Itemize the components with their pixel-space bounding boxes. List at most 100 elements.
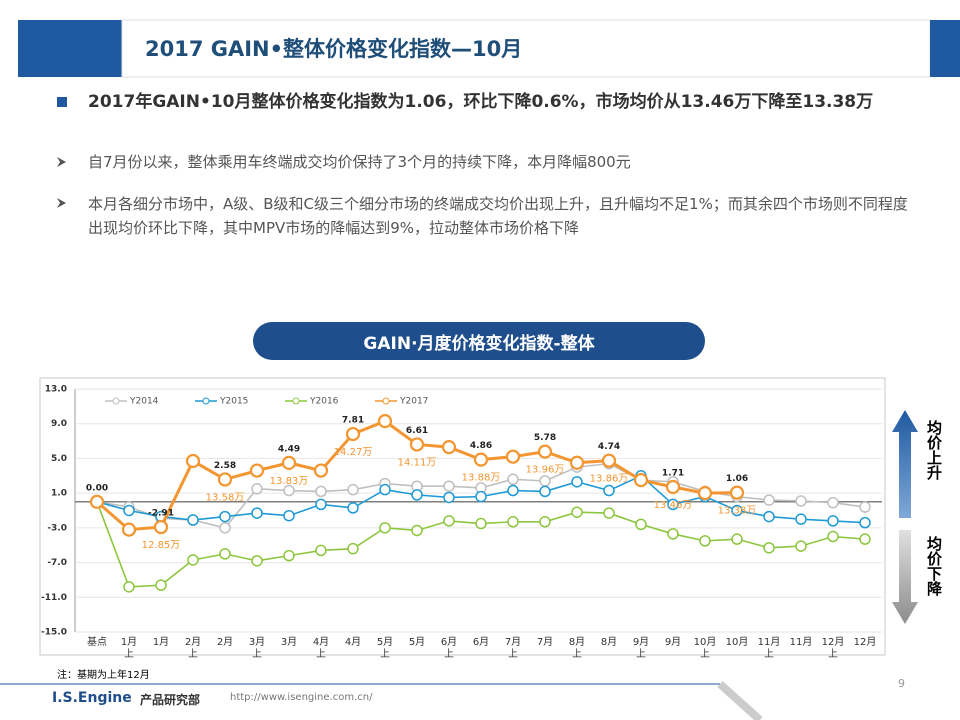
x-tick-label: 1月 [152, 637, 170, 648]
data-point [475, 490, 487, 503]
data-point [475, 517, 487, 530]
data-point [251, 483, 263, 495]
data-point [315, 544, 327, 557]
data-point [347, 502, 359, 514]
x-tick-label: 3月上 [248, 637, 266, 660]
data-point [795, 495, 807, 507]
data-point [347, 483, 359, 496]
price-label: 13.46万 [654, 500, 693, 511]
value-label: 1.06 [726, 474, 748, 484]
data-point [443, 491, 455, 504]
x-tick-label: 6月上 [440, 637, 458, 660]
data-point [539, 485, 551, 498]
data-point [89, 494, 105, 509]
price-label: 13.88万 [462, 473, 501, 484]
x-tick-label: 1月上 [120, 637, 138, 660]
y-tick-label: -7.0 [47, 558, 67, 568]
data-point [443, 515, 455, 527]
data-point [441, 440, 457, 455]
data-point [507, 484, 519, 497]
side-label: 均价下降 [925, 536, 943, 596]
data-point [859, 501, 871, 513]
side-label: 均价上升 [925, 420, 943, 480]
data-point [153, 519, 169, 535]
data-point [859, 533, 871, 545]
data-point [345, 426, 361, 442]
data-point [571, 506, 583, 518]
x-tick-label: 12月 [853, 637, 877, 648]
data-point [571, 476, 583, 488]
legend-marker [292, 397, 300, 405]
data-point [603, 484, 615, 497]
data-point [379, 522, 391, 534]
x-tick-label: 3月 [280, 637, 298, 648]
page-number: 9 [898, 677, 905, 690]
x-tick-label: 11月上 [757, 637, 781, 660]
price-label: 14.11万 [398, 457, 437, 468]
value-label: 1.71 [662, 468, 684, 478]
data-point [635, 518, 647, 531]
x-tick-label: 7月上 [504, 637, 522, 660]
data-point [443, 480, 455, 492]
x-tick-label: 8月上 [568, 637, 586, 660]
data-point [603, 507, 615, 519]
data-point [827, 496, 839, 509]
price-label: 13.38万 [718, 506, 757, 517]
data-point [251, 555, 263, 567]
y-tick-label: -15.0 [41, 628, 67, 638]
data-point [187, 514, 199, 526]
data-point [827, 515, 839, 527]
data-point [795, 540, 807, 552]
data-point [539, 475, 551, 487]
x-tick-label: 5月 [408, 637, 426, 648]
legend-label: Y2016 [309, 397, 339, 407]
data-point [155, 579, 167, 591]
legend-marker [202, 397, 210, 405]
data-point [569, 455, 585, 470]
data-point [249, 463, 265, 478]
down-arrow [892, 530, 918, 624]
data-point [763, 542, 775, 554]
x-tick-label: 6月 [472, 637, 490, 648]
data-point [251, 507, 263, 519]
bullet-arrow [57, 157, 66, 167]
data-point [409, 437, 425, 452]
value-label: 4.86 [470, 441, 492, 451]
data-point [763, 510, 775, 523]
data-point [313, 463, 329, 478]
x-tick-label: 2月 [216, 637, 234, 648]
data-point [667, 528, 679, 540]
headline: 2017年GAIN•10月整体价格变化指数为1.06，环比下降0.6%，市场均价… [88, 92, 874, 112]
data-point [601, 453, 617, 468]
data-point [121, 522, 137, 537]
value-label: 4.74 [598, 442, 620, 452]
data-point [315, 485, 327, 498]
value-label: 5.78 [534, 433, 556, 443]
x-tick-label: 8月 [600, 637, 618, 648]
header-title: 2017 GAIN•整体价格变化指数—10月 [145, 37, 523, 61]
data-point [379, 483, 391, 496]
chart-title-pill [253, 322, 705, 360]
point: 自7月份以来，整体乘用车终端成交均价保持了3个月的持续下降，本月降幅800元 [88, 153, 631, 171]
data-point [507, 516, 519, 528]
x-tick-label: 2月上 [184, 637, 202, 660]
value-label: 2.58 [214, 461, 236, 471]
point: 本月各细分市场中，A级、B级和C级三个细分市场的终端成交均价出现上升，且升幅均不… [88, 195, 908, 237]
legend-marker [112, 397, 120, 405]
x-tick-label: 10月上 [693, 637, 717, 660]
up-arrow [892, 410, 918, 518]
x-tick-label: 10月 [725, 637, 749, 648]
data-point [187, 554, 199, 566]
chart-title: GAIN·月度价格变化指数-整体 [363, 334, 595, 354]
data-point [377, 414, 393, 429]
data-point [123, 581, 135, 593]
value-label: -2.91 [148, 509, 174, 519]
data-point [283, 549, 295, 562]
data-point [763, 494, 775, 506]
header-block-right [930, 20, 960, 77]
legend-label: Y2014 [129, 397, 159, 407]
y-tick-label: -11.0 [41, 593, 67, 603]
data-point [539, 516, 551, 528]
price-label: 13.83万 [270, 476, 309, 487]
data-point [505, 449, 521, 464]
